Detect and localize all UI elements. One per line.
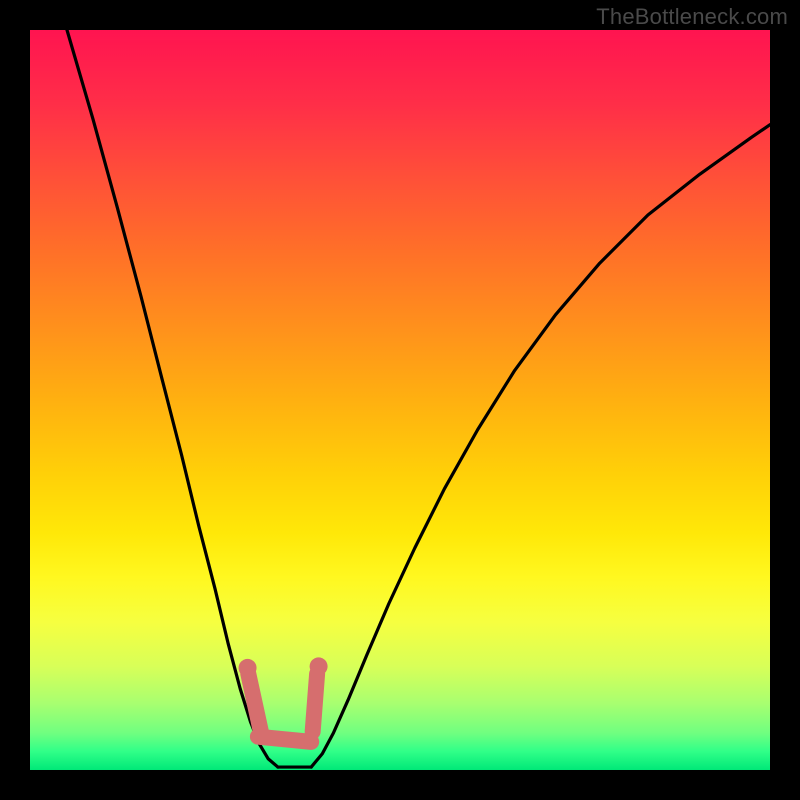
plot-area xyxy=(30,30,770,770)
watermark-text: TheBottleneck.com xyxy=(596,4,788,30)
curve-left-branch xyxy=(67,30,278,767)
curve-layer xyxy=(30,30,770,770)
curve-right-branch xyxy=(311,125,770,767)
